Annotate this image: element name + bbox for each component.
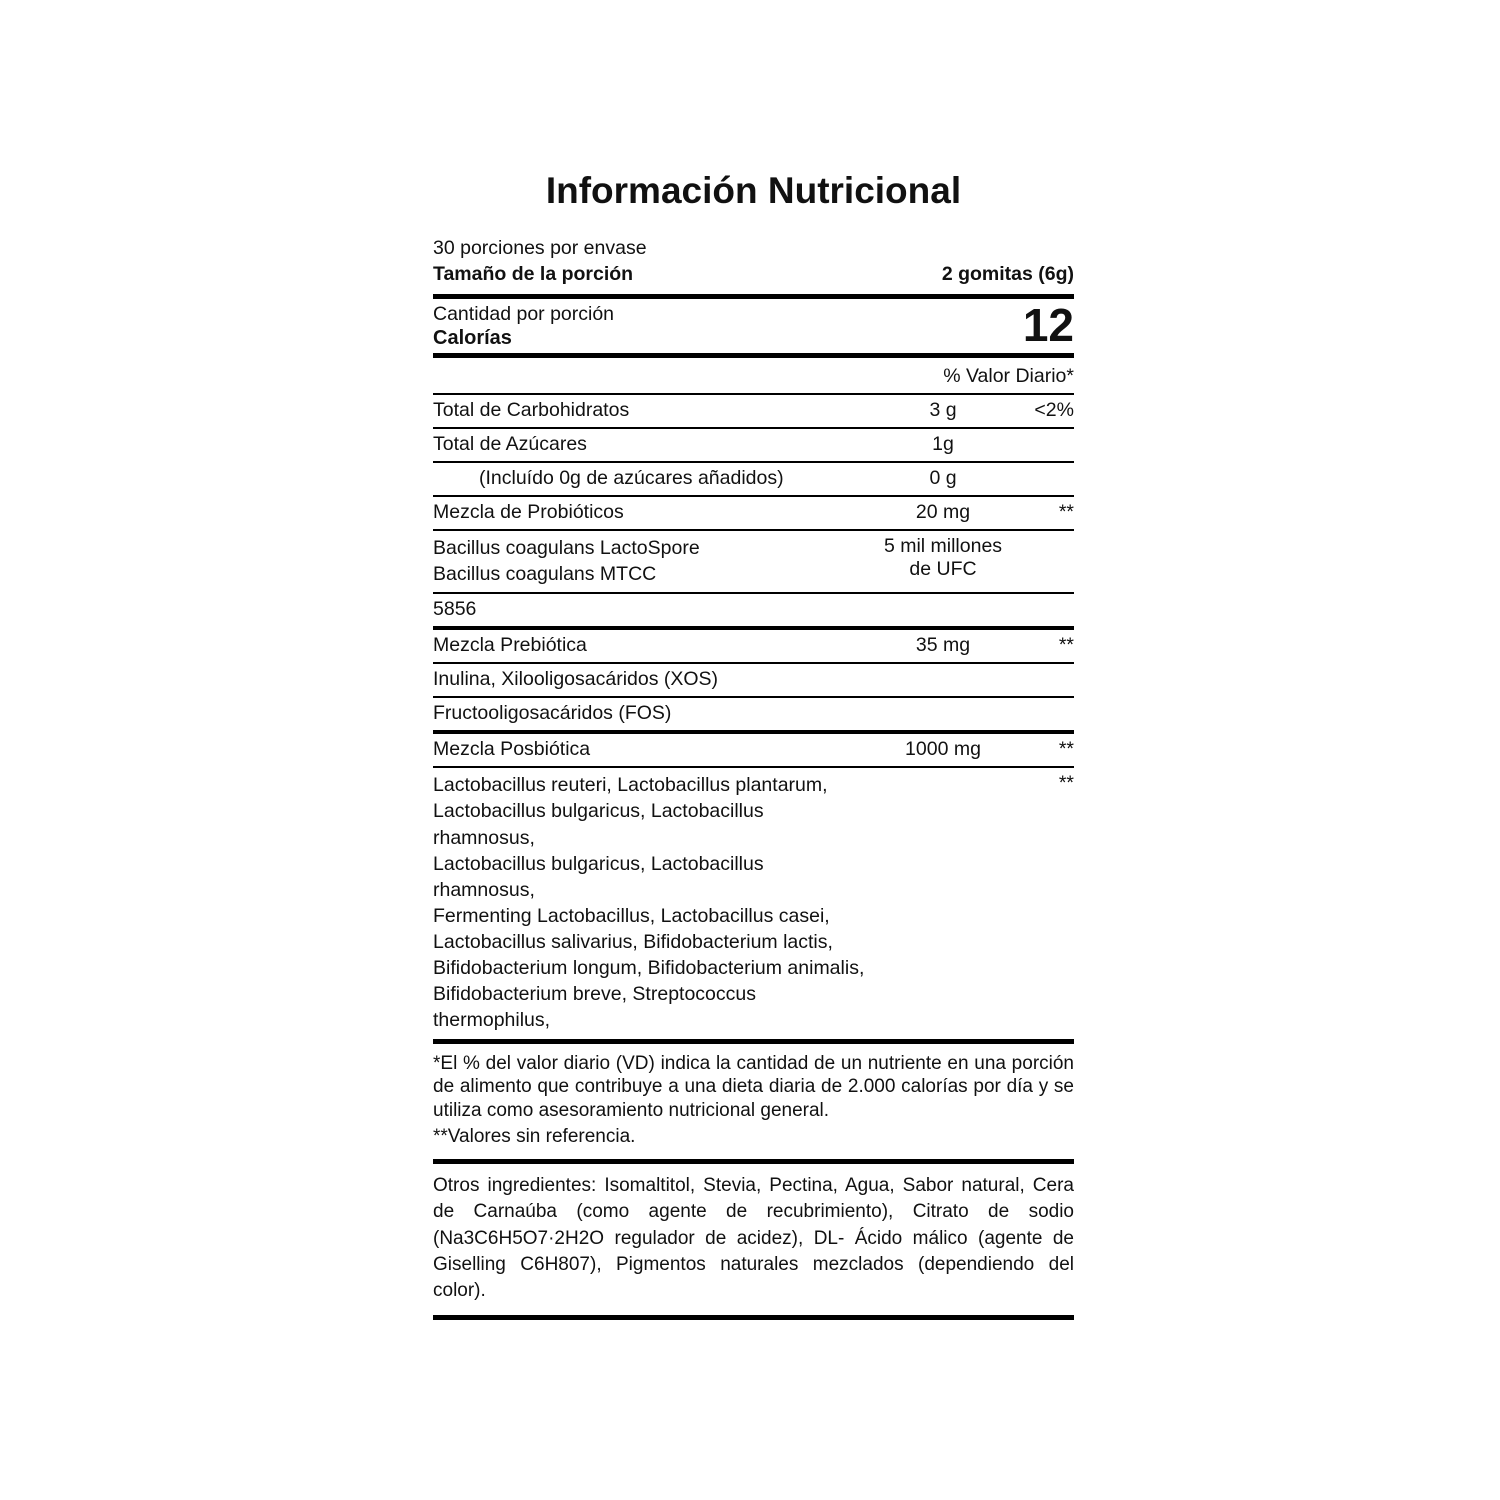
nutrient-name: Mezcla Posbiótica <box>433 738 591 761</box>
nutrient-row: Total de Azúcares 1g <box>433 429 1074 461</box>
rule-thin <box>433 495 1074 498</box>
no-reference-footnote: **Valores sin referencia. <box>433 1126 636 1148</box>
nutrient-name: (Incluído 0g de azúcares añadidos) <box>479 467 784 490</box>
nutrient-name: Mezcla de Probióticos <box>433 501 624 524</box>
rule-thin <box>433 529 1074 532</box>
rule-thin <box>433 766 1074 769</box>
rule-thin <box>433 592 1074 595</box>
nutrient-row: Mezcla de Probióticos 20 mg ** <box>433 497 1074 529</box>
other-ingredients: Otros ingredientes: Isomaltitol, Stevia,… <box>433 1175 1074 1302</box>
nutrient-name: Mezcla Prebiótica <box>433 634 587 657</box>
nutrient-name: Lactobacillus reuteri, Lactobacillus pla… <box>433 774 865 1032</box>
rule-medium <box>433 730 1074 735</box>
rule-thin <box>433 696 1074 699</box>
nutrient-row: Inulina, Xilooligosacáridos (XOS) <box>433 664 1074 696</box>
nutrient-amount: 1g <box>932 433 954 456</box>
rule-medium <box>433 626 1074 631</box>
rule-thick <box>433 1159 1074 1165</box>
nutrient-row: Lactobacillus reuteri, Lactobacillus pla… <box>433 768 1074 1038</box>
servings-per-container: 30 porciones por envase <box>433 236 647 259</box>
serving-size-row: Tamaño de la porción 2 gomitas (6g) <box>433 263 1074 293</box>
rule-thick <box>433 1038 1074 1044</box>
nutrient-amount: 5 mil millones de UFC <box>883 535 1003 581</box>
calories-row: Cantidad por porción Calorías 12 <box>433 299 1074 353</box>
daily-value-header: % Valor Diario* <box>943 365 1074 388</box>
nutrient-row: Mezcla Prebiótica 35 mg ** <box>433 630 1074 662</box>
amount-per-serving-label: Cantidad por porción <box>433 302 615 325</box>
nutrient-name: Total de Azúcares <box>433 433 587 456</box>
nutrient-row: Mezcla Posbiótica 1000 mg ** <box>433 734 1074 766</box>
nutrient-name: Fructooligosacáridos (FOS) <box>433 702 672 725</box>
nutrient-amount: 3 g <box>929 399 957 422</box>
nutrient-daily-value: ** <box>1058 738 1074 761</box>
rule-thick <box>433 1315 1074 1321</box>
serving-size-label: Tamaño de la porción <box>433 263 634 286</box>
rule-thin <box>433 662 1074 665</box>
nutrient-amount: 1000 mg <box>905 738 981 761</box>
calories-value: 12 <box>1022 299 1074 352</box>
nutrient-row: Bacillus coagulans LactoSpore Bacillus co… <box>433 531 1074 592</box>
nutrient-row: Fructooligosacáridos (FOS) <box>433 698 1074 730</box>
rule-thin <box>433 461 1074 464</box>
rule-thick <box>433 353 1074 359</box>
footnotes: *El % del valor diario (VD) indica la ca… <box>433 1044 1074 1160</box>
serving-size-value: 2 gomitas (6g) <box>941 263 1074 286</box>
nutrient-name: Total de Carbohidratos <box>433 399 630 422</box>
nutrient-row: Total de Carbohidratos 3 g <2% <box>433 395 1074 427</box>
calories-label: Calorías <box>433 327 512 350</box>
nutrition-label: Información Nutricional 30 porciones por… <box>433 170 1074 1321</box>
rule-thin <box>433 393 1074 396</box>
label-title: Información Nutricional <box>545 170 962 211</box>
nutrient-row: (Incluído 0g de azúcares añadidos) 0 g <box>433 463 1074 495</box>
nutrient-daily-value: ** <box>1058 634 1074 657</box>
nutrient-amount: 0 g <box>929 467 957 490</box>
nutrient-name: 5856 <box>433 598 477 621</box>
nutrient-daily-value: ** <box>1058 772 1074 795</box>
rule-thick <box>433 293 1074 299</box>
daily-value-footnote: *El % del valor diario (VD) indica la ca… <box>433 1052 1074 1122</box>
nutrient-daily-value: <2% <box>1034 399 1074 422</box>
nutrient-row: 5856 <box>433 594 1074 626</box>
nutrient-daily-value: ** <box>1058 501 1074 524</box>
nutrient-name: Inulina, Xilooligosacáridos (XOS) <box>433 668 719 691</box>
nutrient-amount: 20 mg <box>915 501 971 524</box>
nutrient-rows: Total de Carbohidratos 3 g <2% Total de Azú… <box>433 395 1074 1044</box>
nutrient-amount: 35 mg <box>915 634 971 657</box>
nutrient-name: Bacillus coagulans LactoSpore Bacillus co… <box>433 537 700 586</box>
rule-thin <box>433 427 1074 430</box>
